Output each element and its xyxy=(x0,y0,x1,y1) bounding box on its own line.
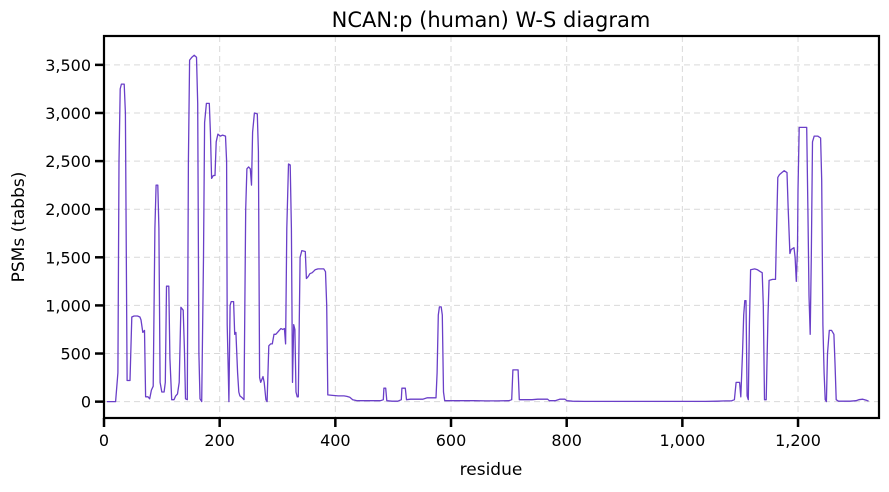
y-tick-label: 2,000 xyxy=(45,200,91,219)
x-tick-label: 1,200 xyxy=(775,431,821,450)
x-axis-title: residue xyxy=(460,460,523,480)
series-layer xyxy=(106,54,869,403)
y-tick-label: 1,500 xyxy=(45,248,91,267)
y-tick-label: 2,500 xyxy=(45,152,91,171)
y-tick-label: 500 xyxy=(60,345,91,364)
x-tick-label: 400 xyxy=(320,431,351,450)
y-axis-title: PSMs (tabbs) xyxy=(9,172,29,283)
y-axis: 0 500 1,000 1,500 2,000 2,500 3,000 3,500 xyxy=(45,56,104,412)
chart-title: NCAN:p (human) W-S diagram xyxy=(332,8,651,32)
x-tick-label: 200 xyxy=(204,431,235,450)
plot-frame xyxy=(102,34,881,420)
grid xyxy=(104,36,879,418)
series-line xyxy=(106,54,869,403)
y-tick-label: 1,000 xyxy=(45,296,91,315)
x-tick-label: 800 xyxy=(551,431,582,450)
x-tick-label: 0 xyxy=(99,431,109,450)
x-tick-label: 600 xyxy=(436,431,467,450)
y-tick-label: 3,500 xyxy=(45,56,91,75)
x-axis: 0 200 400 600 800 1,000 1,200 xyxy=(99,418,821,450)
x-tick-label: 1,000 xyxy=(659,431,705,450)
y-tick-label: 0 xyxy=(81,393,91,412)
y-tick-label: 3,000 xyxy=(45,104,91,123)
